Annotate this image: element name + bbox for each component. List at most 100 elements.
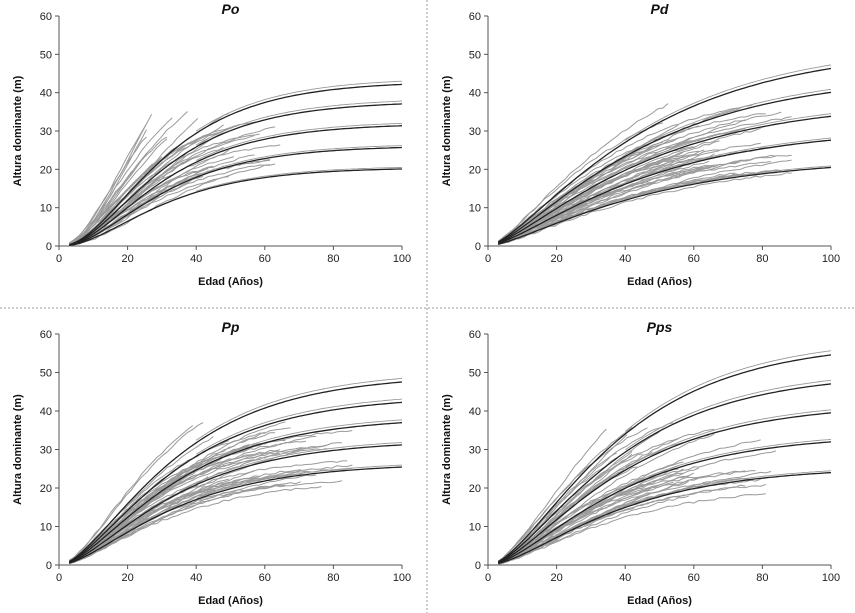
- observed-curve: [69, 484, 286, 565]
- y-tick-label: 50: [40, 49, 52, 61]
- y-tick-label: 0: [475, 560, 481, 572]
- y-tick-label: 40: [40, 88, 52, 100]
- observed-curve: [498, 128, 741, 244]
- observed-curve: [498, 140, 674, 244]
- x-axis-title: Edad (Años): [627, 276, 692, 288]
- y-tick-label: 50: [469, 368, 481, 380]
- observed-curve: [498, 142, 761, 244]
- x-tick-label: 20: [550, 572, 562, 584]
- model-curve-si-3: [498, 412, 832, 564]
- panel-title: Pps: [647, 319, 673, 335]
- model-curve-si-4: [498, 139, 832, 245]
- observed-curve: [498, 125, 700, 244]
- observed-curve: [498, 484, 746, 564]
- y-axis-title: Altura dominante (m): [441, 394, 453, 505]
- y-tick-label: 50: [40, 368, 52, 380]
- y-tick-label: 20: [40, 483, 52, 495]
- model-envelope-si-5: [196, 166, 403, 192]
- y-tick-label: 10: [469, 203, 481, 215]
- x-tick-label: 60: [259, 572, 271, 584]
- y-tick-label: 20: [469, 483, 481, 495]
- x-tick-label: 20: [121, 572, 133, 584]
- y-tick-label: 50: [469, 49, 481, 61]
- y-tick-label: 20: [40, 164, 52, 176]
- model-curve-si-5: [69, 466, 403, 564]
- panel-pd: 0 10 20 30 40 50 60 0 20 40 60 80 100 Pd Edad (Años) Al…: [441, 1, 840, 288]
- observed-curve: [69, 156, 163, 245]
- observed-curve: [69, 165, 224, 247]
- x-axis-title: Edad (Años): [627, 595, 692, 607]
- x-tick-label: 40: [190, 572, 202, 584]
- observed-curve: [68, 440, 307, 562]
- x-tick-label: 80: [327, 572, 339, 584]
- observed-curve: [69, 425, 194, 561]
- model-curve-si-2: [497, 383, 832, 563]
- model-curve-si-2: [68, 401, 403, 563]
- model-envelope-si-5: [625, 470, 832, 507]
- y-tick-label: 10: [40, 522, 52, 534]
- panel-title: Pd: [651, 1, 669, 17]
- model-envelope-si-1: [195, 377, 403, 441]
- model-curve-si-3: [69, 422, 403, 563]
- y-tick-label: 0: [46, 560, 52, 572]
- y-tick-label: 0: [46, 241, 52, 253]
- observed-curve: [498, 161, 741, 245]
- observed-curve: [69, 164, 270, 247]
- observed-curve: [498, 159, 694, 245]
- panel-title: Po: [222, 1, 240, 17]
- model-curve-si-5: [69, 168, 402, 247]
- panel-pp: 0 10 20 30 40 50 60 0 20 40 60 80 100 Pp Edad (Años) Al…: [12, 319, 411, 607]
- observed-curve: [69, 459, 255, 563]
- model-curve-si-1: [497, 67, 832, 243]
- y-tick-label: 0: [475, 241, 481, 253]
- observed-curve: [498, 172, 792, 246]
- y-tick-label: 30: [40, 126, 52, 138]
- model-curve-si-4: [69, 146, 403, 246]
- model-envelope-si-4: [625, 438, 832, 488]
- observed-curve: [498, 468, 684, 563]
- observed-curve: [69, 486, 322, 563]
- observed-curve: [498, 102, 756, 242]
- y-tick-label: 40: [40, 406, 52, 418]
- x-tick-label: 40: [190, 253, 202, 265]
- x-tick-label: 80: [327, 253, 339, 265]
- x-tick-label: 20: [550, 253, 562, 265]
- model-envelope-si-3: [195, 419, 403, 469]
- x-tick-label: 60: [688, 572, 700, 584]
- observed-curve: [69, 430, 353, 563]
- observed-curve: [68, 460, 348, 564]
- x-tick-label: 60: [259, 253, 271, 265]
- x-tick-label: 80: [756, 572, 768, 584]
- model-curve-si-1: [68, 381, 403, 563]
- observed-curve: [69, 469, 301, 563]
- x-axis-title: Edad (Años): [198, 276, 263, 288]
- model-envelope-si-1: [624, 64, 832, 141]
- panel-po: 0 10 20 30 40 50 60 0 20 40 60 80 100 Po Edad (Años) Al…: [12, 1, 411, 288]
- y-tick-label: 40: [469, 88, 481, 100]
- y-axis-title: Altura dominante (m): [12, 75, 24, 186]
- x-tick-label: 100: [393, 572, 411, 584]
- observed-curve: [498, 119, 746, 244]
- y-tick-label: 10: [469, 522, 481, 534]
- model-curve-si-1: [497, 354, 832, 563]
- model-envelope-si-2: [624, 379, 832, 451]
- y-tick-label: 40: [469, 406, 481, 418]
- observed-curve: [498, 453, 633, 564]
- model-envelope-si-4: [196, 145, 403, 177]
- y-tick-label: 60: [469, 11, 481, 23]
- x-tick-label: 0: [56, 572, 62, 584]
- model-envelope-si-3: [195, 122, 403, 161]
- observed-curve: [498, 426, 633, 562]
- model-envelope-si-4: [625, 137, 832, 184]
- x-tick-label: 100: [822, 253, 840, 265]
- y-tick-label: 30: [469, 445, 481, 457]
- x-tick-label: 80: [756, 253, 768, 265]
- model-curve-si-5: [498, 166, 832, 245]
- model-curve-si-3: [498, 115, 832, 244]
- model-curve-si-4: [69, 444, 403, 564]
- panel-title: Pp: [222, 319, 240, 335]
- y-tick-label: 30: [40, 445, 52, 457]
- x-tick-label: 0: [485, 253, 491, 265]
- x-tick-label: 100: [393, 253, 411, 265]
